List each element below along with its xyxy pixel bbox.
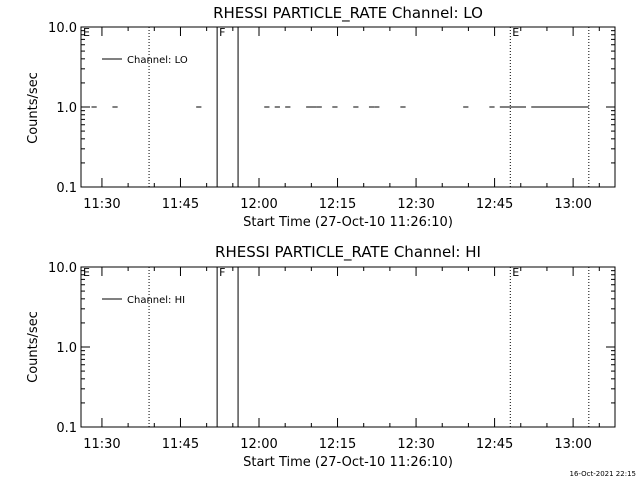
y-tick-label: 1.0 (56, 101, 77, 116)
x-axis-label: Start Time (27-Oct-10 11:26:10) (243, 215, 453, 230)
legend-label: Channel: HI (127, 295, 185, 306)
x-tick-label: 12:15 (319, 437, 356, 452)
legend-label: Channel: LO (127, 55, 188, 66)
timestamp: 16-Oct-2021 22:15 (570, 470, 636, 478)
event-marker-label: E (83, 26, 90, 39)
x-tick-label: 12:45 (476, 197, 513, 212)
x-tick-label: 11:30 (83, 197, 120, 212)
y-tick-label: 10.0 (48, 261, 77, 276)
plot-frame (80, 266, 616, 428)
x-tick-label: 12:15 (319, 197, 356, 212)
x-tick-label: 13:00 (554, 197, 591, 212)
y-axis-label: Counts/sec (26, 72, 41, 144)
x-tick-label: 13:00 (554, 437, 591, 452)
plot-panel-lo: RHESSI PARTICLE_RATE Channel: LO Start T… (26, 4, 616, 230)
event-marker-label: F (219, 266, 225, 279)
x-tick-label: 12:30 (397, 437, 434, 452)
y-axis-label: Counts/sec (26, 311, 41, 383)
y-tick-label: 1.0 (56, 341, 77, 356)
y-tick-label: 0.1 (56, 421, 77, 436)
event-marker-label: F (219, 26, 225, 39)
x-tick-label: 11:30 (83, 437, 120, 452)
x-tick-label: 12:00 (240, 437, 277, 452)
event-marker-label: E (512, 26, 519, 39)
plot-panel-hi: RHESSI PARTICLE_RATE Channel: HI Start T… (26, 243, 616, 470)
x-tick-label: 11:45 (162, 197, 199, 212)
chart-title: RHESSI PARTICLE_RATE Channel: HI (215, 243, 481, 262)
x-axis-label: Start Time (27-Oct-10 11:26:10) (243, 455, 453, 470)
x-tick-label: 12:30 (397, 197, 434, 212)
x-tick-label: 12:00 (240, 197, 277, 212)
y-tick-label: 0.1 (56, 181, 77, 196)
y-tick-label: 10.0 (48, 21, 77, 36)
event-marker-label: E (83, 266, 90, 279)
chart-title: RHESSI PARTICLE_RATE Channel: LO (213, 4, 483, 23)
legend: Channel: LO (102, 55, 188, 66)
x-tick-label: 11:45 (162, 437, 199, 452)
event-marker-label: E (512, 266, 519, 279)
x-tick-label: 12:45 (476, 437, 513, 452)
legend: Channel: HI (102, 295, 185, 306)
